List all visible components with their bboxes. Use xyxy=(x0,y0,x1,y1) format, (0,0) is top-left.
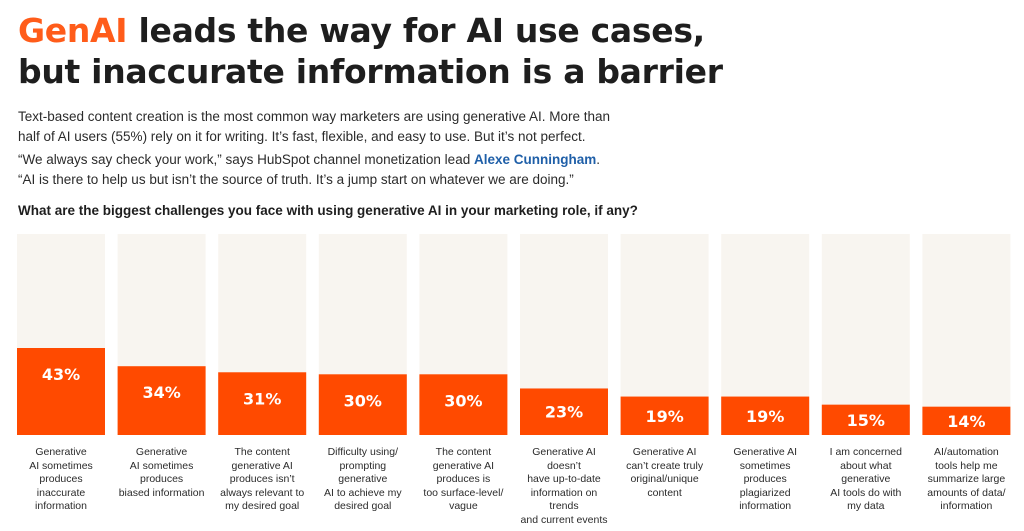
category-label-line: produces inaccurate xyxy=(36,473,86,499)
category-label: The content generative AI produces is too s… xyxy=(419,446,507,514)
para2-line2: “AI is there to help us but isn’t the so… xyxy=(18,172,574,187)
category-label-line: Generative AI doesn’t xyxy=(532,446,596,472)
bar-value-label: 19% xyxy=(645,407,683,426)
bar xyxy=(318,374,407,435)
category-label-line: Difficulty using/ xyxy=(327,446,398,458)
category-label-line: prompting generative xyxy=(338,459,388,486)
para2-suffix: . xyxy=(596,152,600,167)
category-label-line: produces xyxy=(139,473,184,486)
category-label: Generative AI sometimes produces inaccurat… xyxy=(17,446,105,514)
bar-value-label: 43% xyxy=(42,365,80,384)
bar-value-label: 31% xyxy=(243,389,281,408)
chart-title: What are the biggest challenges you face… xyxy=(18,203,638,218)
category-label-line: information xyxy=(739,500,792,513)
para1-line2: half of AI users (55%) rely on it for wr… xyxy=(18,129,586,144)
bar xyxy=(117,366,206,435)
category-label-line: vague xyxy=(449,500,478,513)
category-label: Difficulty using/prompting generative AI … xyxy=(319,446,407,514)
title-line1-rest: leads the way for AI use cases, xyxy=(127,11,705,50)
category-label-line: always relevant to xyxy=(220,486,305,499)
person-link[interactable]: Alexe Cunningham xyxy=(473,152,597,167)
para2-prefix: “We always say check your work,” says Hu… xyxy=(18,152,474,167)
para1-line1: Text-based content creation is the most … xyxy=(18,109,611,124)
category-label: AI/automation tools help me summarize larg… xyxy=(922,446,1010,514)
category-label-line: AI sometimes xyxy=(29,459,93,472)
category-label-line: Generative AI xyxy=(632,446,697,458)
category-label-line: can’t create truly xyxy=(626,459,704,472)
category-label-line: Generative xyxy=(135,446,188,458)
category-label-line: about what xyxy=(840,459,892,472)
category-label-line: Generative AI xyxy=(733,446,797,458)
category-label-line: amounts of data/ xyxy=(927,486,1006,499)
category-label-line: The content xyxy=(435,446,492,458)
category-label-line: summarize large xyxy=(927,473,1006,486)
category-label-line: The content xyxy=(234,446,290,458)
category-label-line: desired goal xyxy=(334,500,392,513)
intro-paragraph-1: Text-based content creation is the most … xyxy=(18,107,658,147)
category-label-line: my desired goal xyxy=(225,500,300,513)
bar xyxy=(218,372,307,435)
category-label-line: and current events xyxy=(520,513,608,526)
category-label: The content generative AI produces isn’t al… xyxy=(218,446,306,514)
category-label-line: produces isn’t xyxy=(229,473,295,486)
category-label-line: my data xyxy=(847,500,885,513)
category-label-line: generative AI xyxy=(432,459,495,472)
category-label-line: plagiarized xyxy=(739,486,791,499)
category-label-line: original/unique xyxy=(630,473,699,486)
category-label-line: AI to achieve my xyxy=(323,486,402,499)
category-label: I am concerned about what generative AI too… xyxy=(822,446,910,514)
category-label-line: AI sometimes xyxy=(129,459,194,472)
bar xyxy=(17,348,105,435)
bar xyxy=(520,388,608,435)
category-label-line: AI/automation xyxy=(933,446,999,458)
bar-track xyxy=(821,234,910,435)
bar-value-label: 34% xyxy=(142,383,180,402)
category-label-line: AI tools do with xyxy=(830,486,902,499)
title-line2: but inaccurate information is a barrier xyxy=(18,52,723,91)
bar-value-label: 15% xyxy=(847,411,885,430)
bar xyxy=(922,406,1011,435)
bar-value-label: 30% xyxy=(444,391,482,410)
title-accent: GenAI xyxy=(18,11,128,50)
bar xyxy=(620,396,709,435)
bar xyxy=(721,396,810,435)
category-label-line: Generative xyxy=(35,446,87,458)
category-label-line: too surface-level/ xyxy=(423,486,504,499)
bar xyxy=(821,404,910,435)
intro-text: Text-based content creation is the most … xyxy=(18,107,658,193)
page-title: GenAI leads the way for AI use cases, bu… xyxy=(18,10,723,92)
category-label: Generative AI sometimes produces plagiariz… xyxy=(721,446,809,514)
category-label-line: have up-to-date xyxy=(527,473,601,486)
category-label-line: biased information xyxy=(118,486,205,499)
bar xyxy=(419,374,508,435)
category-label-line: information xyxy=(35,500,87,513)
category-label-line: produces is xyxy=(436,473,491,486)
category-label-line: tools help me xyxy=(935,459,998,472)
bar-value-label: 14% xyxy=(947,412,985,431)
bar-value-label: 30% xyxy=(344,391,382,410)
category-label-line: information xyxy=(940,500,993,513)
category-label-line: sometimes produces xyxy=(739,459,791,486)
category-label-line: information on trends xyxy=(530,486,598,513)
bar-track xyxy=(922,234,1011,435)
category-label: Generative AI can’t create truly original/… xyxy=(621,446,709,500)
category-label-line: content xyxy=(647,486,682,499)
bar-value-label: 23% xyxy=(545,403,583,422)
category-label: Generative AI doesn’t have up-to-date info… xyxy=(520,446,608,528)
category-label-line: generative xyxy=(841,473,891,486)
intro-paragraph-2: “We always say check your work,” says Hu… xyxy=(18,150,658,190)
category-label-line: I am concerned xyxy=(829,446,902,458)
bar-value-label: 19% xyxy=(746,407,784,426)
category-label: Generative AI sometimes produces biased inf… xyxy=(118,446,206,500)
category-label-line: generative AI xyxy=(231,459,293,472)
